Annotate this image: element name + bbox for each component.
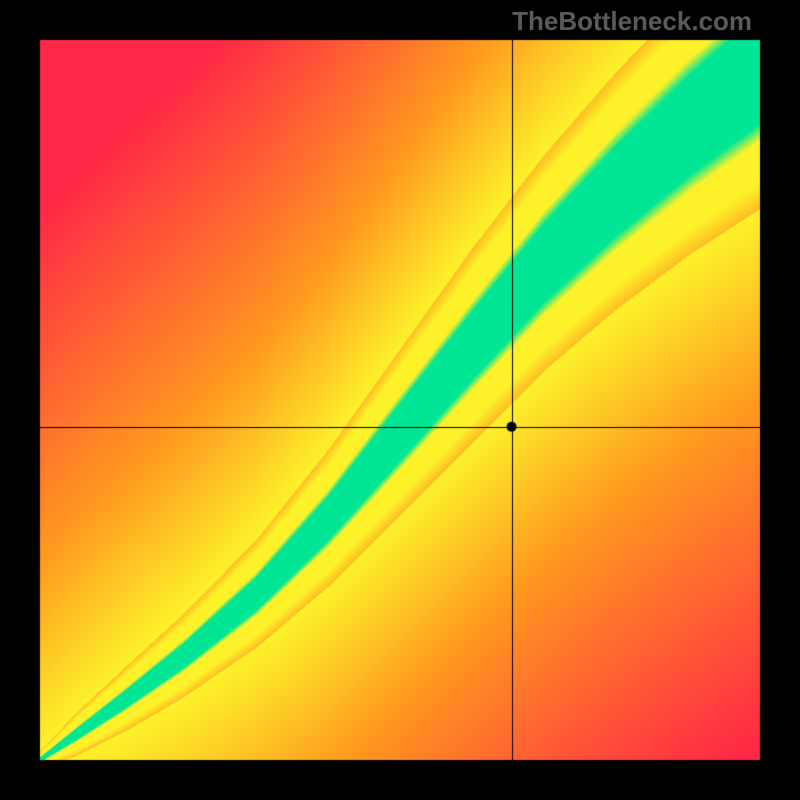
watermark-text: TheBottleneck.com (512, 6, 752, 37)
heatmap-canvas (0, 0, 800, 800)
chart-stage: TheBottleneck.com (0, 0, 800, 800)
